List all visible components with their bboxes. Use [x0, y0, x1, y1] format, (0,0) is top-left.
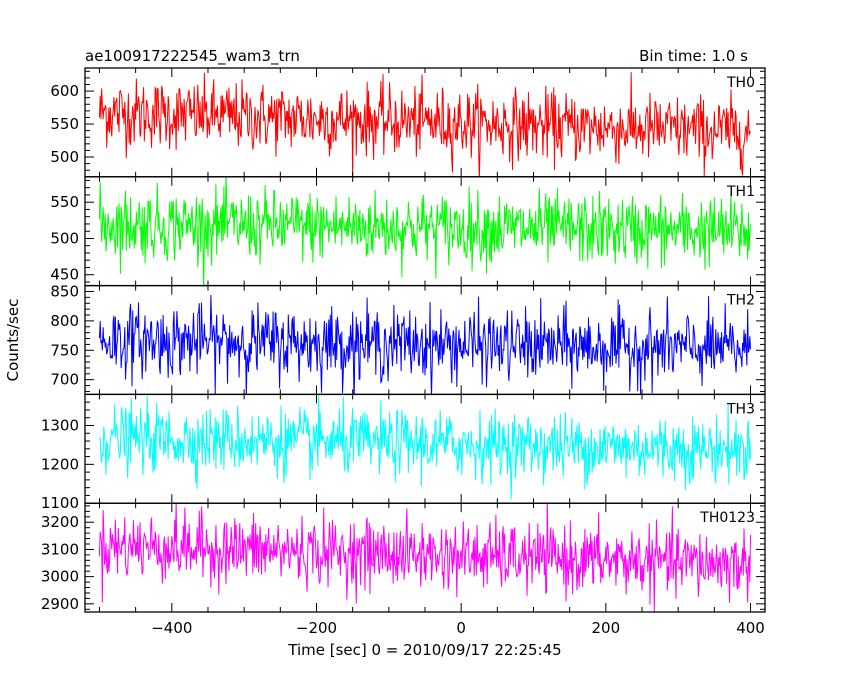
y-tick-label: 800 [50, 312, 79, 330]
y-tick-label: 2900 [41, 595, 79, 613]
y-tick-label: 1100 [41, 494, 79, 512]
panel-th3: 1100 1200 1300 TH3 [41, 393, 766, 512]
panel-label-th0123: TH0123 [699, 510, 755, 526]
y-tick-label: 500 [50, 148, 79, 166]
series-line-th0 [98, 72, 751, 177]
y-tick-label: 3000 [41, 568, 79, 586]
y-tick-label: 550 [50, 115, 79, 133]
series-line-th2 [98, 295, 752, 395]
y-tick-label: 550 [50, 193, 79, 211]
panel-th1: 450 500 550 TH1 [50, 176, 766, 287]
y-tick-label: 1300 [41, 416, 79, 434]
bin-time-label: Bin time: 1.0 s [639, 47, 748, 65]
chart-title: ae100917222545_wam3_trn [85, 47, 300, 66]
panel-label-th1: TH1 [726, 184, 755, 200]
panel-label-th3: TH3 [726, 401, 755, 417]
x-tick-label: −400 [151, 619, 192, 637]
y-tick-label: 600 [50, 82, 79, 100]
series-line-th3 [99, 395, 752, 500]
series-line-th0123 [98, 503, 752, 612]
panel-label-th0: TH0 [726, 75, 755, 91]
y-tick-label: 500 [50, 229, 79, 247]
y-tick-label: 700 [50, 371, 79, 389]
x-axis-title: Time [sec] 0 = 2010/09/17 22:25:45 [287, 641, 561, 659]
series-line-th1 [98, 176, 752, 286]
panel-th0: 500 550 600 TH0 [50, 67, 766, 178]
panels-group: 500 550 600 TH0 450 500 550 TH1 700 750 800 850 TH2 1… [41, 67, 766, 613]
panel-label-th2: TH2 [726, 293, 755, 309]
panel-th2: 700 750 800 850 TH2 [50, 282, 766, 396]
x-axis: −400 −200 0 200 400 [151, 619, 765, 637]
y-tick-label: 450 [50, 266, 79, 284]
x-tick-label: 0 [456, 619, 466, 637]
x-tick-label: 400 [736, 619, 765, 637]
y-tick-label: 3200 [41, 513, 79, 531]
x-tick-label: 200 [592, 619, 621, 637]
y-tick-label: 750 [50, 341, 79, 359]
x-tick-label: −200 [296, 619, 337, 637]
y-tick-label: 3100 [41, 540, 79, 558]
y-tick-label: 850 [50, 282, 79, 300]
y-axis-title: Counts/sec [4, 299, 22, 382]
y-tick-label: 1200 [41, 455, 79, 473]
panel-th0123: 2900 3000 3100 3200 TH0123 [41, 502, 766, 613]
